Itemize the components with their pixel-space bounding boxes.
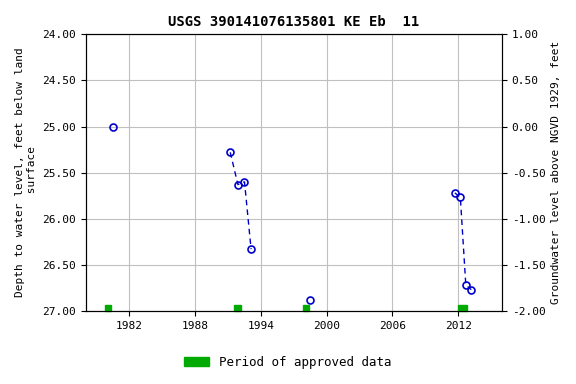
Bar — [233, 305, 241, 311]
Legend: Period of approved data: Period of approved data — [179, 351, 397, 374]
Y-axis label: Groundwater level above NGVD 1929, feet: Groundwater level above NGVD 1929, feet — [551, 41, 561, 304]
Bar — [458, 305, 467, 311]
Bar — [105, 305, 111, 311]
Title: USGS 390141076135801 KE Eb  11: USGS 390141076135801 KE Eb 11 — [168, 15, 419, 29]
Y-axis label: Depth to water level, feet below land
 surface: Depth to water level, feet below land su… — [15, 48, 37, 298]
Bar — [302, 305, 309, 311]
